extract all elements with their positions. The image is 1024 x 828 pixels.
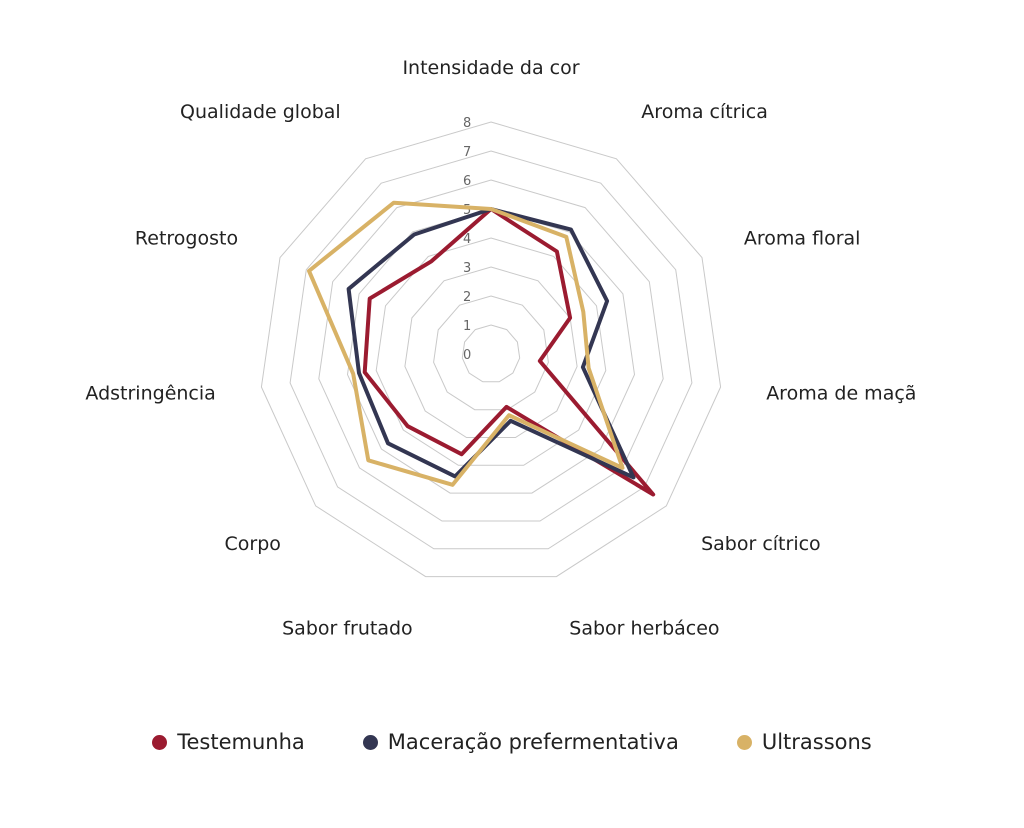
tick-label: 5 bbox=[463, 203, 471, 218]
grid-ring-5 bbox=[346, 208, 636, 494]
legend-marker bbox=[736, 734, 752, 750]
axis-label: Retrogosto bbox=[135, 228, 238, 250]
radial-tick-labels: 0 1 2 3 4 5 6 7 8 bbox=[463, 116, 471, 363]
axis-label: Aroma cítrica bbox=[641, 101, 768, 123]
grid-ring-6 bbox=[318, 179, 664, 522]
legend-label: Ultrassons bbox=[761, 730, 872, 754]
axis-label: Intensidade da cor bbox=[402, 57, 579, 79]
grid-ring-4 bbox=[375, 237, 607, 466]
grid-ring-8 bbox=[260, 121, 722, 578]
series-lines bbox=[307, 200, 656, 497]
legend-marker bbox=[152, 734, 168, 750]
axis-labels: Intensidade da cor Aroma cítrica Aroma flo… bbox=[85, 57, 916, 640]
grid-ring-3 bbox=[404, 266, 578, 438]
axis-label: Sabor frutado bbox=[282, 618, 413, 640]
tick-label: 1 bbox=[463, 319, 471, 334]
grid-ring-2 bbox=[433, 295, 549, 411]
legend-label: Maceração prefermentativa bbox=[387, 730, 679, 754]
axis-label: Adstringência bbox=[85, 383, 215, 405]
axis-label: Sabor cítrico bbox=[701, 533, 821, 555]
grid-ring-1 bbox=[461, 324, 521, 383]
radar-grid bbox=[260, 121, 722, 578]
axis-label: Qualidade global bbox=[180, 101, 341, 123]
series-line-3 bbox=[307, 200, 625, 487]
legend: Testemunha Maceração prefermentativa Ultra… bbox=[0, 722, 1024, 762]
tick-label: 4 bbox=[463, 232, 471, 247]
axis-label: Aroma de maçã bbox=[766, 383, 916, 405]
tick-label: 7 bbox=[463, 145, 471, 160]
tick-label: 3 bbox=[463, 261, 471, 276]
axis-label: Aroma floral bbox=[744, 228, 861, 250]
tick-label: 0 bbox=[463, 348, 471, 363]
axis-label: Corpo bbox=[225, 533, 281, 555]
series-line-1 bbox=[362, 207, 656, 497]
legend-item: Testemunha bbox=[152, 730, 305, 754]
legend-marker bbox=[362, 734, 378, 750]
axis-label: Sabor herbáceo bbox=[569, 618, 719, 640]
legend-label: Testemunha bbox=[177, 730, 305, 754]
grid-ring-7 bbox=[289, 150, 693, 550]
tick-label: 8 bbox=[463, 116, 471, 131]
tick-label: 6 bbox=[463, 174, 471, 189]
legend-item: Maceração prefermentativa bbox=[362, 730, 679, 754]
legend-item: Ultrassons bbox=[736, 730, 872, 754]
tick-label: 2 bbox=[463, 290, 471, 305]
